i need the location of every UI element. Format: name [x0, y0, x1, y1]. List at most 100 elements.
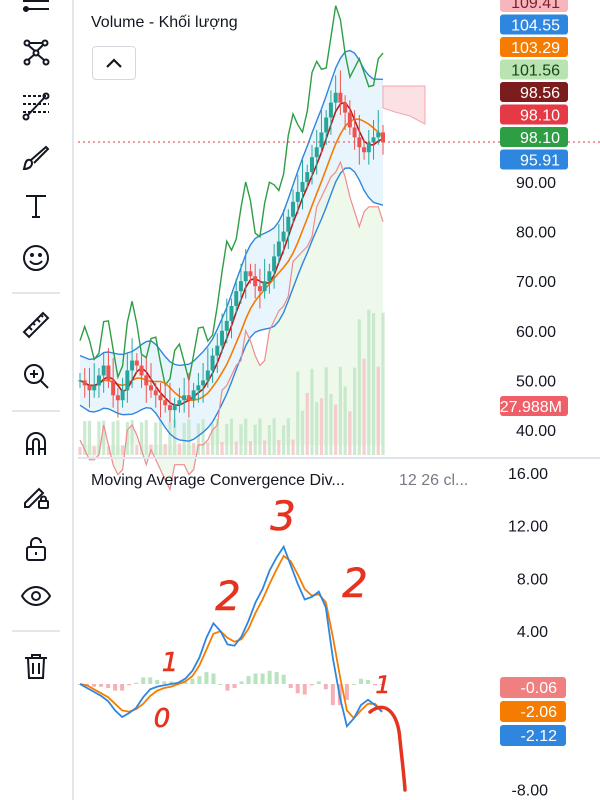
volume-bar	[87, 420, 92, 455]
histogram-bar	[260, 673, 265, 684]
candle-body	[362, 147, 367, 153]
volume-bar	[319, 398, 324, 455]
wave-label: 2	[342, 561, 367, 607]
candle-body	[291, 201, 296, 217]
candle-body	[167, 405, 172, 411]
price-tag-label: 98.56	[520, 85, 560, 102]
volume-bar	[125, 421, 129, 455]
ma-slow-line	[79, 118, 384, 402]
fibonacci-icon	[22, 92, 50, 121]
volume-bar	[281, 425, 286, 455]
volume-bar	[201, 419, 205, 455]
histogram-bar	[204, 672, 209, 684]
brush-tool[interactable]	[16, 138, 56, 178]
histogram-bar	[127, 684, 132, 686]
volume-bar	[83, 421, 87, 455]
histogram-bar	[302, 684, 307, 695]
macd-value-label: -0.06	[521, 680, 558, 697]
drawing-toolbar	[0, 0, 74, 800]
volume-bar	[177, 443, 182, 455]
histogram-bar	[197, 676, 202, 684]
volume-bar	[371, 313, 376, 455]
histogram-bar	[281, 674, 286, 684]
candle-body	[267, 271, 272, 282]
price-pane[interactable]: 90.00 80.00 70.00 60.00 50.00 40.00 109.41 104…	[78, 0, 600, 492]
histogram-bar	[141, 677, 146, 684]
histogram-bar	[316, 681, 321, 684]
histogram-bar	[225, 684, 230, 691]
histogram-bar	[232, 684, 237, 688]
volume-bar	[215, 418, 219, 455]
histogram-bar	[274, 672, 279, 684]
volume-bar	[381, 312, 385, 455]
histogram-bar	[380, 684, 384, 685]
text-tool[interactable]	[16, 186, 56, 226]
candle-body	[309, 157, 314, 173]
price-tag	[500, 127, 568, 147]
volume-bar	[225, 424, 229, 455]
bollinger-fill	[80, 50, 383, 442]
histogram-bar	[120, 684, 125, 691]
lock-drawing-tool[interactable]	[16, 476, 56, 516]
histogram-bar	[218, 684, 223, 685]
candle-body	[115, 395, 120, 401]
candle-body	[125, 370, 130, 391]
pattern-tool[interactable]	[16, 32, 56, 72]
magnet-tool[interactable]	[16, 424, 56, 464]
ruler-icon	[22, 311, 50, 339]
bollinger-lower-line	[79, 167, 384, 442]
collapse-pane-button[interactable]	[92, 46, 136, 80]
macd-value-tags: -0.06 -2.06 -2.12	[500, 677, 566, 746]
histogram-bar	[169, 681, 174, 684]
macd-tick-label: 12.00	[508, 519, 548, 536]
volume-bar	[139, 422, 144, 455]
wave-label: 1	[162, 648, 179, 678]
candle-body	[92, 385, 97, 391]
volume-bar	[329, 394, 333, 455]
candle-body	[82, 380, 87, 386]
histogram-bar	[344, 684, 349, 700]
volume-bar	[92, 446, 96, 455]
volume-bar	[187, 419, 191, 455]
price-tag	[500, 37, 568, 57]
chevron-up-icon	[106, 58, 122, 68]
price-tag-label: 101.56	[511, 63, 560, 80]
candle-body	[186, 395, 191, 401]
zoom-tool[interactable]	[16, 356, 56, 396]
histogram-bar	[358, 678, 363, 684]
price-tag-label: 103.29	[511, 40, 560, 57]
macd-axis: 16.00 12.00 8.00 4.00 -8.00	[508, 466, 548, 800]
toolbar-separator	[12, 292, 60, 294]
price-tick-label: 50.00	[516, 373, 556, 390]
candle-body	[111, 380, 116, 396]
volume-bar	[324, 367, 328, 455]
measure-tool[interactable]	[16, 305, 56, 345]
volume-bar	[144, 419, 148, 455]
histogram-bar	[92, 684, 97, 687]
volume-bars	[78, 309, 385, 455]
horizontal-lines-tool[interactable]	[16, 0, 56, 30]
histogram-bar	[113, 684, 118, 691]
histogram-bar	[267, 670, 272, 684]
volume-bar	[154, 422, 158, 455]
volume-bar	[182, 423, 186, 455]
fib-tool[interactable]	[16, 86, 56, 126]
volume-bar	[267, 425, 271, 455]
candle-body	[177, 400, 182, 406]
candle-body	[347, 112, 352, 128]
candle-body	[262, 281, 267, 292]
candle-body	[158, 395, 163, 401]
volume-bar	[367, 309, 371, 455]
remove-drawings-tool[interactable]	[16, 646, 56, 686]
candle-body	[295, 191, 300, 202]
emoji-tool[interactable]	[16, 238, 56, 278]
candle-body	[352, 127, 357, 138]
candle-body	[276, 241, 281, 257]
lock-all-tool[interactable]	[16, 528, 56, 568]
hide-drawings-tool[interactable]	[16, 576, 56, 616]
candle-body	[381, 132, 385, 143]
candle-body	[120, 390, 125, 401]
smiley-icon	[23, 245, 49, 271]
